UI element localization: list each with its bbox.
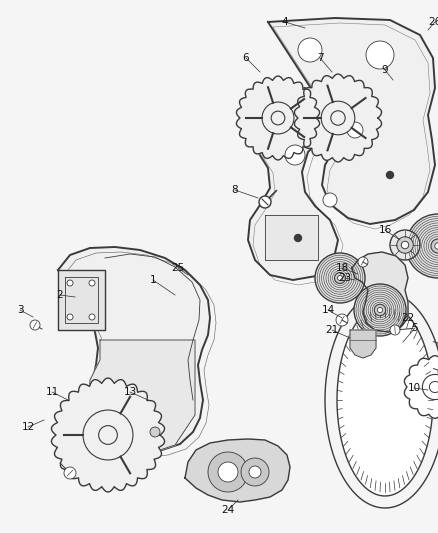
Polygon shape [58,247,210,452]
Circle shape [285,145,305,165]
Circle shape [422,374,438,400]
Circle shape [435,243,438,249]
Text: 9: 9 [381,65,389,75]
Text: 1: 1 [150,275,156,285]
Polygon shape [404,356,438,418]
Text: 13: 13 [124,387,137,397]
Circle shape [335,272,346,284]
Circle shape [323,193,337,207]
Circle shape [366,41,394,69]
Circle shape [89,280,95,286]
Text: 25: 25 [171,263,185,273]
Polygon shape [265,215,318,260]
Circle shape [354,284,406,336]
Ellipse shape [337,304,433,496]
Circle shape [431,239,438,253]
Text: 14: 14 [321,305,335,315]
Circle shape [331,111,345,125]
Text: 11: 11 [46,387,59,397]
Text: 6: 6 [243,53,249,63]
Text: 24: 24 [221,505,235,515]
Circle shape [276,117,283,124]
Text: 7: 7 [317,53,323,63]
Circle shape [401,241,409,249]
Circle shape [321,101,355,135]
Circle shape [390,230,420,260]
Circle shape [83,410,133,460]
Text: 2: 2 [57,290,64,300]
Text: 26: 26 [428,17,438,27]
Circle shape [390,325,400,335]
Text: 16: 16 [378,225,392,235]
Circle shape [241,458,269,486]
Text: 18: 18 [336,263,349,273]
Circle shape [64,467,76,479]
Circle shape [386,172,393,179]
Circle shape [298,38,322,62]
Circle shape [315,253,365,303]
Circle shape [358,257,368,267]
Polygon shape [350,330,376,358]
Circle shape [99,426,117,445]
Polygon shape [51,378,165,492]
Circle shape [30,320,40,330]
Polygon shape [294,74,381,162]
Circle shape [262,102,294,134]
Text: 22: 22 [401,313,415,323]
Circle shape [259,196,271,208]
Text: 12: 12 [21,422,35,432]
Circle shape [429,382,438,393]
Polygon shape [237,76,320,160]
Circle shape [249,466,261,478]
Text: 3: 3 [17,305,23,315]
Polygon shape [58,270,105,330]
Circle shape [218,462,238,482]
Circle shape [208,452,248,492]
Circle shape [347,122,363,138]
Circle shape [397,237,413,253]
Circle shape [89,314,95,320]
Polygon shape [75,390,158,478]
Circle shape [67,280,73,286]
Text: 10: 10 [407,383,420,393]
Circle shape [150,427,160,437]
Polygon shape [88,340,195,455]
Text: 4: 4 [282,17,288,27]
Text: 8: 8 [232,185,238,195]
Circle shape [67,314,73,320]
Text: 23: 23 [339,273,352,283]
Polygon shape [185,439,290,502]
Circle shape [378,308,383,312]
Circle shape [336,314,348,326]
Circle shape [406,214,438,278]
Polygon shape [248,18,435,280]
Circle shape [374,304,386,316]
Circle shape [294,235,301,241]
Text: 5: 5 [412,323,418,333]
Circle shape [338,276,343,280]
Polygon shape [352,252,408,332]
Text: 21: 21 [325,325,339,335]
Circle shape [271,111,285,125]
